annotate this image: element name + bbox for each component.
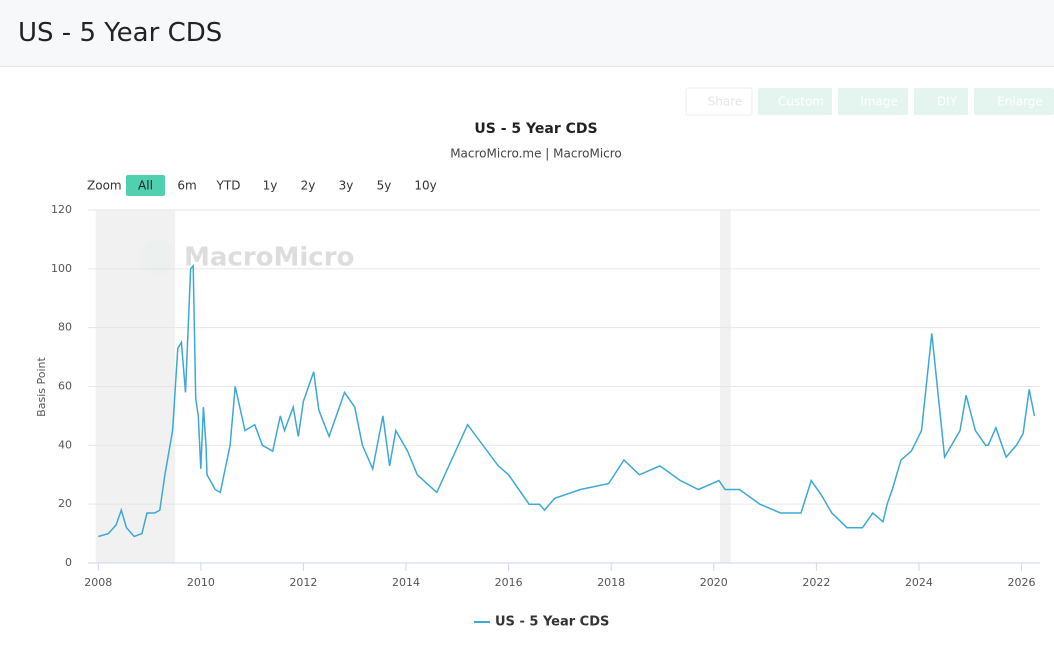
chart-title: US - 5 Year CDS (474, 121, 597, 137)
y-tick-label: 100 (51, 262, 72, 275)
zoom-option[interactable]: 3y (339, 179, 354, 193)
chart: US - 5 Year CDS MacroMicro.me | MacroMic… (35, 87, 1054, 630)
x-tick-label: 2020 (700, 576, 728, 589)
y-axis-label: Basis Point (35, 357, 48, 417)
y-tick-label: 20 (58, 497, 72, 510)
zoom-option-label: 5y (377, 179, 392, 193)
x-tick-label: 2022 (802, 576, 830, 589)
zoom-option-label: All (138, 179, 153, 193)
toolbar-button[interactable]: Image (838, 88, 908, 115)
button-label: Custom (778, 95, 824, 109)
x-tick-label: 2008 (84, 576, 112, 589)
x-tick-label: 2026 (1008, 576, 1036, 589)
chart-subtitle: MacroMicro.me | MacroMicro (450, 147, 622, 161)
zoom-option[interactable]: 5y (377, 179, 392, 193)
legend-label: US - 5 Year CDS (495, 615, 609, 630)
toolbar-button[interactable]: Enlarge (974, 88, 1054, 115)
zoom-option-label: YTD (216, 179, 241, 193)
zoom-option-label: 6m (177, 179, 196, 193)
y-tick-label: 0 (65, 556, 72, 569)
button-label: Image (860, 95, 898, 109)
x-tick-label: 2010 (187, 576, 215, 589)
zoom-option-label: 1y (263, 179, 278, 193)
zoom-option-label: 3y (339, 179, 354, 193)
y-tick-label: 120 (51, 203, 72, 216)
x-tick-label: 2014 (392, 576, 420, 589)
line (98, 263, 1036, 538)
button-label: DIY (937, 95, 958, 109)
y-tick-label: 60 (58, 380, 72, 393)
x-tick-label: 2012 (289, 576, 317, 589)
button-bg (974, 88, 1054, 115)
zoom-option-label: 2y (301, 179, 316, 193)
x-tick-label: 2016 (495, 576, 523, 589)
button-bg (914, 88, 968, 115)
zoom-option[interactable]: 6m (177, 179, 196, 193)
toolbar-button[interactable]: DIY (914, 88, 968, 115)
zoom-option[interactable]: All (126, 175, 165, 196)
zoom-active-bg (126, 175, 165, 196)
button-bg (685, 87, 753, 116)
zoom-option[interactable]: 10y (414, 179, 436, 193)
toolbar-button[interactable]: Custom (758, 88, 832, 115)
button-label: Share (708, 95, 743, 109)
button-label: Enlarge (997, 95, 1043, 109)
toolbar-button[interactable]: Share (685, 87, 753, 116)
page-header: US - 5 Year CDS (0, 0, 1054, 67)
watermark: MacroMicro (184, 243, 354, 273)
y-tick-label: 80 (58, 321, 72, 334)
x-tick-label: 2018 (597, 576, 625, 589)
button-bg (758, 88, 832, 115)
zoom-option[interactable]: 1y (263, 179, 278, 193)
zoom-option[interactable]: YTD (216, 179, 241, 193)
zoom-label: Zoom (87, 179, 122, 193)
y-tick-label: 40 (58, 438, 72, 451)
zoom-option[interactable]: 2y (301, 179, 316, 193)
zoom-option-label: 10y (414, 179, 436, 193)
button-bg (838, 88, 908, 115)
x-tick-label: 2024 (905, 576, 933, 589)
